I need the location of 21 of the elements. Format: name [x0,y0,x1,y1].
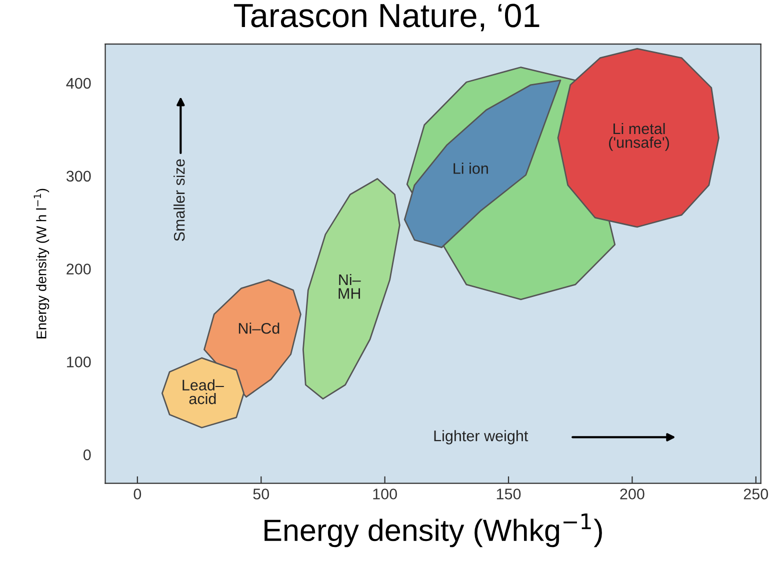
x-tick-label: 50 [253,488,270,500]
series-label: Li metal ('unsafe') [609,122,669,151]
y-tick-label: 0 [83,449,91,460]
x-tick-label: 200 [620,488,644,500]
annotation: Smaller size [174,159,185,242]
x-axis-title: Energy density (Whkg$^{−1}$) [264,514,602,548]
x-tick-label: 100 [373,488,397,500]
series-label: Ni– MH [338,274,361,299]
y-tick-label: 100 [67,356,91,368]
y-axis-title: Energy density (W h l$^{−1}$) [34,188,50,338]
y-tick-label: 400 [66,78,91,89]
x-tick-label: 0 [134,488,142,500]
y-tick-label: 200 [66,264,91,274]
series-label: Li ion [454,162,488,174]
chart-title: Tarascon Nature, ‘01 [234,4,540,32]
x-tick-label: 250 [744,488,768,500]
series-label: Lead– acid [182,379,224,404]
annotation: Lighter weight [434,430,528,444]
x-tick-label: 150 [496,488,521,500]
series-label: Ni–Cd [238,322,280,334]
y-tick-label: 300 [66,170,91,182]
